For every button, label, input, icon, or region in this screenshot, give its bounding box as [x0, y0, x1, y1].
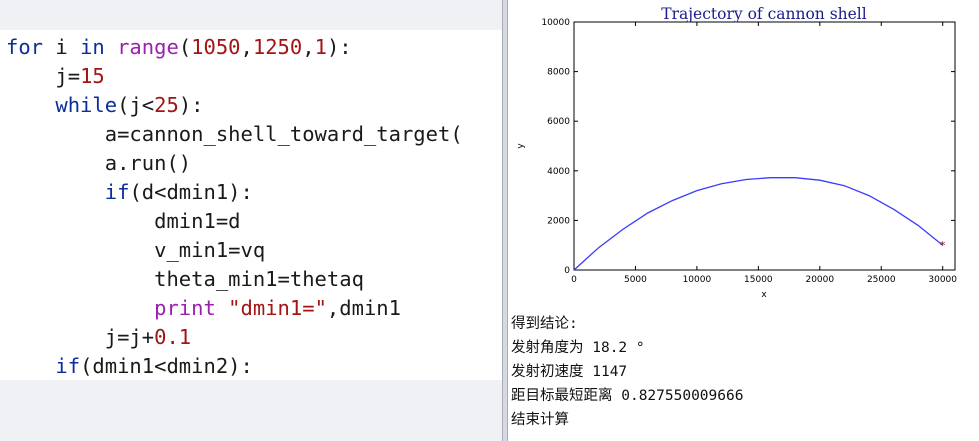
code-token: (j<: [117, 93, 155, 117]
code-token: [6, 354, 55, 378]
x-tick-label: 20000: [805, 275, 834, 285]
code-token: if: [55, 354, 81, 378]
code-token: print: [154, 296, 229, 320]
output-line: 距目标最短距离 0.827550009666: [511, 388, 744, 404]
axis-ticks: 0 5000 10000 15000 20000 25000 30000 0 2000 4000 6…: [541, 18, 957, 285]
code-line[interactable]: dmin1=d: [6, 207, 241, 236]
code-line[interactable]: print "dmin1=",dmin1: [6, 294, 401, 323]
x-tick-label: 0: [571, 275, 577, 285]
output-line: 发射角度为 18.2 °: [511, 340, 645, 356]
output-line: 发射初速度 1147: [511, 364, 628, 380]
target-marker: *: [940, 239, 946, 252]
chart-series: *: [573, 177, 946, 271]
code-token: 25: [154, 93, 179, 117]
y-tick-label: 2000: [547, 216, 570, 226]
code-token: [6, 296, 154, 320]
code-line[interactable]: j=j+0.1: [6, 323, 191, 352]
code-token: while: [55, 93, 118, 117]
code-line[interactable]: a=cannon_shell_toward_target(: [6, 120, 463, 149]
x-tick-label: 5000: [624, 275, 647, 285]
x-tick-label: 15000: [744, 275, 773, 285]
code-line[interactable]: if(dmin1<dmin2):: [6, 352, 253, 380]
code-token: ,: [302, 35, 315, 59]
code-token: ,dmin1: [326, 296, 401, 320]
code-token: v_min1=vq: [6, 238, 266, 262]
code-token: i: [55, 35, 81, 59]
y-tick-label: 4000: [547, 167, 570, 177]
code-token: if: [104, 180, 130, 204]
chart-title: Trajectory of cannon shell: [661, 5, 866, 23]
x-tick-label: 10000: [683, 275, 712, 285]
code-line[interactable]: v_min1=vq: [6, 236, 265, 265]
y-tick-label: 8000: [547, 68, 570, 78]
code-token: "dmin1=": [228, 296, 327, 320]
code-line[interactable]: j=15: [6, 62, 105, 91]
code-token: 1: [314, 35, 327, 59]
y-tick-label: 6000: [547, 117, 570, 127]
code-token: [6, 93, 55, 117]
y-tick-label: 0: [564, 266, 570, 276]
code-token: (: [178, 35, 192, 59]
code-token: a=cannon_shell_toward_target(: [6, 122, 463, 146]
code-token: (d<dmin1):: [129, 180, 253, 204]
code-token: range: [117, 35, 179, 59]
output-line: 得到结论:: [511, 316, 578, 332]
code-token: [6, 180, 105, 204]
code-line[interactable]: if(d<dmin1):: [6, 178, 253, 207]
code-token: theta_min1=thetaq: [6, 267, 364, 291]
code-token: 1050: [191, 35, 241, 59]
code-editor[interactable]: for i in range(1050,1250,1): j=15 while(…: [0, 30, 502, 380]
x-axis-label: x: [761, 290, 767, 300]
code-token: dmin1=d: [6, 209, 241, 233]
code-token: in: [80, 35, 118, 59]
code-editor-pane: for i in range(1050,1250,1): j=15 while(…: [0, 0, 502, 441]
plot-frame: [573, 21, 956, 271]
code-token: j=: [6, 64, 81, 88]
code-line[interactable]: while(j<25):: [6, 91, 204, 120]
code-token: ,: [240, 35, 253, 59]
trajectory-line: [573, 177, 944, 271]
trajectory-chart: Trajectory of cannon shell x y 0 5000 1000…: [516, 5, 957, 300]
output-line: 结束计算: [511, 412, 569, 428]
pane-splitter[interactable]: [502, 0, 508, 441]
code-token: for: [6, 35, 56, 59]
console-output: 得到结论: 发射角度为 18.2 ° 发射初速度 1147 距目标最短距离 0.827…: [511, 312, 971, 432]
code-token: 0.1: [154, 325, 192, 349]
code-line[interactable]: a.run(): [6, 149, 191, 178]
code-line[interactable]: for i in range(1050,1250,1):: [6, 33, 352, 62]
code-token: j=j+: [6, 325, 155, 349]
code-token: 15: [80, 64, 105, 88]
x-tick-label: 25000: [867, 275, 896, 285]
x-tick-label: 30000: [928, 275, 957, 285]
code-token: a.run(): [6, 151, 192, 175]
code-token: ):: [326, 35, 352, 59]
code-line[interactable]: theta_min1=thetaq: [6, 265, 364, 294]
output-pane: Trajectory of cannon shell x y 0 5000 1000…: [508, 0, 979, 441]
code-token: ):: [178, 93, 204, 117]
code-token: (dmin1<dmin2):: [80, 354, 253, 378]
y-axis-label: y: [516, 143, 526, 149]
y-tick-label: 10000: [541, 18, 570, 28]
code-token: 1250: [252, 35, 303, 59]
